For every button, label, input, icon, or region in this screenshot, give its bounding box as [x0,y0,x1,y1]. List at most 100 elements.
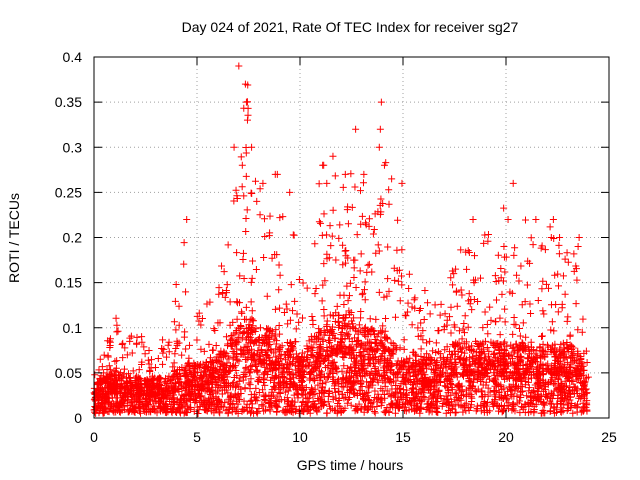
data-point [472,352,480,360]
data-point [473,366,481,374]
data-point [396,361,404,369]
data-point [422,405,430,413]
data-point [311,290,319,298]
data-point [532,401,540,409]
data-point [120,389,128,397]
data-point [282,377,290,385]
data-point [360,170,368,178]
data-point [388,361,396,369]
data-point [558,381,566,389]
data-point [189,391,197,399]
data-point [238,161,246,169]
data-point [412,356,420,364]
data-point [400,345,408,353]
data-point [524,257,532,265]
data-point [135,366,143,374]
data-point [273,251,281,259]
data-point [389,350,397,358]
data-point [559,370,567,378]
data-point [118,398,126,406]
data-point [572,372,580,380]
data-point [99,400,107,408]
data-point [359,348,367,356]
data-point [380,293,388,301]
data-point [329,152,337,160]
data-point [413,390,421,398]
data-point [189,372,197,380]
data-point [324,398,332,406]
data-point [239,330,247,338]
data-point [240,192,248,200]
data-point [543,394,551,402]
data-point [384,243,392,251]
data-point [113,357,121,365]
data-point [182,288,190,296]
data-point [235,62,243,70]
data-point [252,266,260,274]
data-point [452,370,460,378]
data-point [497,264,505,272]
data-point [350,390,358,398]
x-tick-label: 20 [498,429,514,445]
data-point [575,369,583,377]
data-point [474,342,482,350]
data-point [323,374,331,382]
data-point [311,240,319,248]
data-point [242,324,250,332]
data-point [556,366,564,374]
data-point [397,357,405,365]
data-point [436,371,444,379]
data-point [454,381,462,389]
data-point [196,392,204,400]
data-point [276,271,284,279]
data-point [425,354,433,362]
data-point [555,241,563,249]
data-point [566,341,574,349]
data-point [165,338,173,346]
data-point [289,409,297,417]
data-point [143,400,151,408]
data-point [357,220,365,228]
data-point [561,353,569,361]
data-point [113,328,121,336]
data-point [544,365,552,373]
data-point [473,405,481,413]
data-point [95,409,103,417]
data-point [518,403,526,411]
data-point [475,359,483,367]
data-point [477,407,485,415]
data-point [187,404,195,412]
data-point [253,367,261,375]
data-point [151,407,159,415]
data-point [317,345,325,353]
data-point [374,390,382,398]
data-point [566,376,574,384]
data-point [410,296,418,304]
data-point [333,368,341,376]
data-point [469,383,477,391]
data-point [266,403,274,411]
data-point [287,281,295,289]
data-point [315,180,323,188]
data-point [358,291,366,299]
data-point [566,363,574,371]
data-point [346,351,354,359]
data-point [241,315,249,323]
data-point [238,183,246,191]
data-point [469,215,477,223]
data-point [551,381,559,389]
data-point [407,378,415,386]
data-point [268,402,276,410]
data-point [467,401,475,409]
data-point [467,393,475,401]
data-point [162,385,170,393]
data-point [331,334,339,342]
data-point [188,387,196,395]
data-point [159,360,167,368]
data-point [180,239,188,247]
data-point [339,183,347,191]
data-point [204,384,212,392]
data-point [359,390,367,398]
data-point [185,354,193,362]
data-point [206,404,214,412]
